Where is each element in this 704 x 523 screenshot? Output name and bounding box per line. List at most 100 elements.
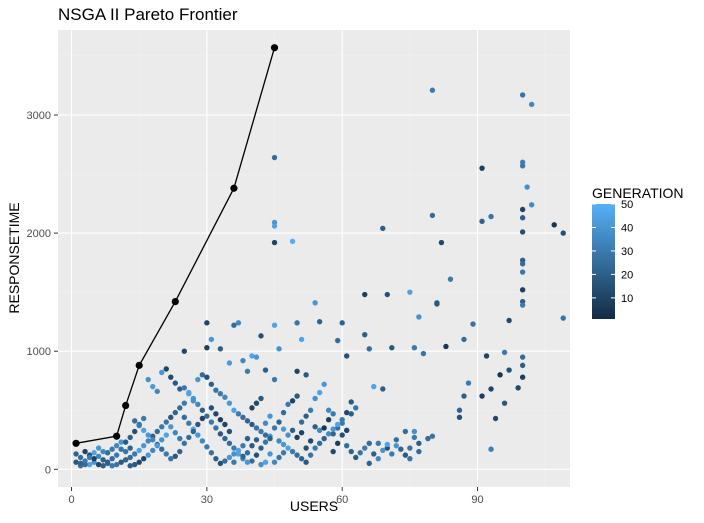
data-point: [402, 428, 409, 435]
data-point: [240, 442, 246, 449]
data-point: [380, 386, 386, 392]
data-point: [240, 453, 246, 459]
data-point: [122, 448, 129, 455]
data-point: [416, 440, 422, 447]
data-point: [231, 451, 237, 457]
data-point: [330, 411, 336, 417]
data-point: [294, 368, 300, 374]
data-point: [528, 101, 535, 108]
data-point: [316, 440, 323, 447]
data-point: [488, 446, 494, 452]
data-point: [113, 452, 120, 458]
data-point: [190, 398, 197, 404]
data-point: [131, 451, 138, 457]
data-point: [172, 380, 178, 386]
data-point: [307, 452, 314, 458]
data-point: [213, 387, 219, 393]
data-point: [357, 450, 363, 456]
data-point: [217, 431, 224, 437]
data-point: [145, 438, 151, 444]
data-point: [456, 407, 463, 413]
data-point: [150, 383, 156, 390]
data-point: [150, 437, 156, 443]
data-point: [334, 421, 341, 428]
data-point: [249, 353, 255, 359]
data-point: [519, 163, 526, 169]
data-point: [312, 395, 318, 402]
data-point: [231, 459, 237, 465]
data-point: [479, 393, 485, 399]
data-point: [294, 320, 300, 326]
data-point: [519, 287, 526, 293]
data-point: [339, 416, 345, 423]
data-point: [492, 415, 499, 422]
data-point: [141, 415, 147, 422]
data-point: [519, 261, 526, 267]
data-point: [127, 445, 133, 451]
data-point: [159, 424, 165, 430]
data-point: [208, 381, 215, 387]
data-point: [362, 291, 368, 298]
data-point: [231, 407, 237, 413]
data-point: [168, 374, 174, 380]
data-point: [141, 427, 147, 434]
plot-panel: [58, 30, 570, 487]
data-point: [131, 428, 138, 435]
data-point: [375, 455, 381, 462]
grid-minor-lines: [58, 30, 570, 487]
data-point: [366, 440, 372, 447]
data-point: [95, 453, 102, 459]
data-point: [235, 411, 242, 417]
data-point: [204, 444, 210, 450]
data-point: [519, 269, 526, 275]
data-point: [267, 413, 273, 419]
data-point: [258, 445, 264, 451]
data-point: [479, 218, 485, 225]
data-point: [118, 446, 124, 452]
data-point: [316, 389, 323, 396]
data-point: [371, 383, 377, 390]
data-point: [168, 455, 174, 462]
data-point: [213, 455, 219, 462]
data-point: [303, 445, 309, 451]
data-point: [262, 420, 269, 426]
frontier-point: [230, 184, 238, 192]
data-point: [353, 454, 359, 461]
data-point: [186, 434, 192, 441]
legend-tick-label: 20: [621, 269, 633, 281]
data-point: [325, 431, 332, 437]
data-point: [249, 405, 255, 411]
data-point: [289, 398, 296, 404]
data-point: [159, 437, 165, 443]
data-point: [86, 461, 93, 468]
data-point: [389, 451, 395, 457]
data-point: [109, 463, 115, 469]
data-point: [420, 350, 427, 357]
data-point: [384, 291, 391, 298]
data-point: [407, 455, 413, 462]
data-point: [249, 458, 255, 464]
data-point: [289, 427, 296, 434]
data-point: [235, 447, 242, 454]
data-point: [366, 346, 372, 352]
data-point: [276, 419, 282, 425]
data-point: [488, 213, 494, 220]
data-point: [371, 451, 377, 457]
scatter-points: [73, 87, 566, 469]
legend: GENERATION 10 20 30 40 50: [592, 185, 684, 319]
data-point: [181, 400, 188, 406]
legend-title: GENERATION: [592, 185, 684, 201]
data-point: [501, 400, 508, 406]
data-point: [141, 442, 147, 449]
data-point: [77, 454, 84, 461]
data-point: [519, 362, 526, 369]
data-point: [113, 461, 120, 468]
data-point: [271, 322, 278, 328]
data-point: [276, 346, 282, 352]
y-axis-ticks: 0 1000 2000 3000: [27, 110, 58, 476]
data-point: [258, 333, 264, 339]
x-tick-label: 90: [471, 494, 483, 506]
x-tick-label: 0: [68, 494, 74, 506]
data-point: [271, 376, 278, 383]
data-point: [145, 432, 151, 438]
